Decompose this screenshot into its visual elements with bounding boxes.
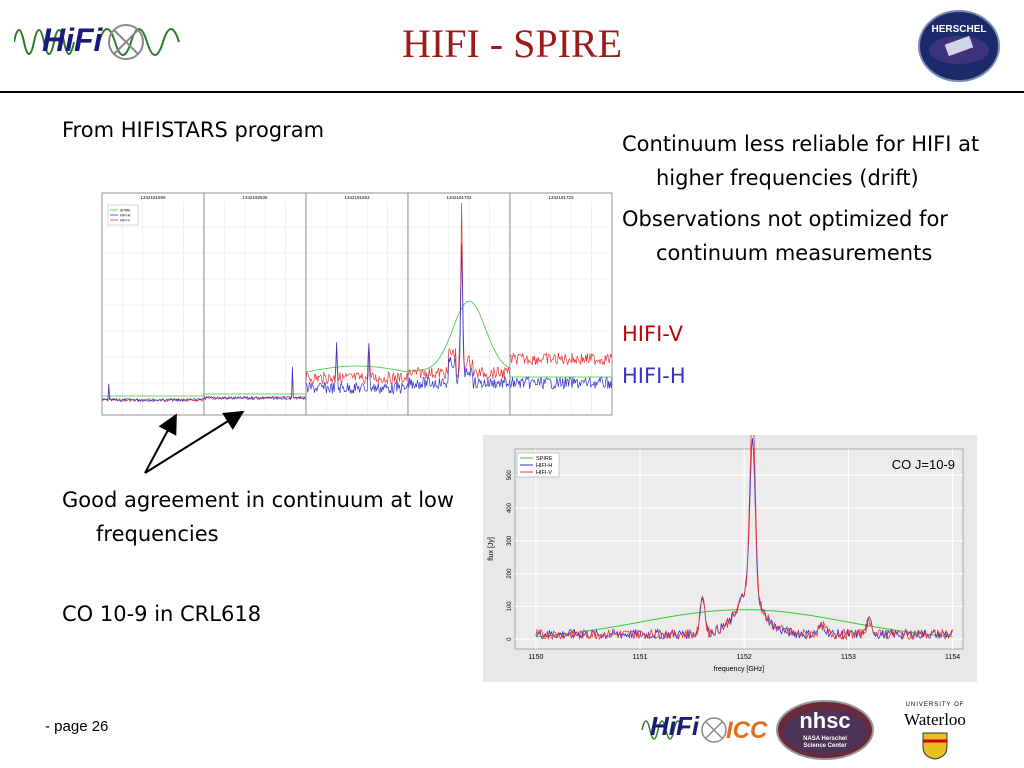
co-hifi-v-line: [535, 408, 953, 641]
header-divider: [0, 91, 1024, 93]
hifi-h-series-line: [204, 366, 307, 401]
co-x-tick: 1152: [737, 654, 752, 661]
hifi-v-label: HIFI-V: [622, 322, 683, 346]
co-spectrum-svg: SPIRE HIFI-H HIFI-V CO J=10-9 frequency …: [488, 408, 964, 673]
co-xlabel: frequency [GHz]: [714, 666, 765, 673]
co-x-tick: 1151: [632, 654, 647, 661]
co-y-tick: 300: [507, 535, 513, 546]
co-y-tick: 500: [507, 470, 513, 481]
spire-series-line: [305, 365, 409, 373]
co-legend-hifi-h: HIFI-H: [536, 463, 552, 469]
co-spectrum-chart: SPIRE HIFI-H HIFI-V CO J=10-9 frequency …: [483, 408, 977, 682]
spire-series-line: [408, 300, 511, 372]
panel-title: 1342191599: [140, 195, 166, 200]
co-y-tick: 100: [507, 601, 513, 612]
hifi-v-series-line: [509, 352, 613, 366]
panel-title: 1342192536: [242, 195, 268, 200]
hifi-v-series-line: [305, 341, 409, 385]
program-text: From HIFISTARS program: [62, 118, 325, 142]
co-y-tick: 400: [507, 502, 513, 513]
co-y-tick: 0: [507, 637, 513, 641]
nhsc-logo: nhsc NASA Herschel Science Center: [775, 700, 875, 760]
panel-title: 1342191723: [548, 195, 574, 200]
hifi-footer-text: HiFi: [650, 711, 700, 741]
herschel-logo-text: HERSCHEL: [931, 24, 986, 35]
co-spire-line: [535, 609, 953, 638]
page-number: - page 26: [45, 718, 109, 735]
spectra-panels-svg: 1342191599 1342192536 1342191653 1342191702…: [101, 192, 613, 416]
waterloo-top-text: UNIVERSITY OF: [905, 702, 965, 708]
continuum-point-2: Observations not optimized for continuum…: [622, 207, 948, 265]
page-title: HIFI - SPIRE: [401, 21, 623, 66]
panel-legend-label: SPIRE: [120, 209, 131, 213]
arrow-right: [144, 410, 245, 474]
co-chart-label: CO J=10-9: [892, 457, 955, 472]
co-legend-hifi-v: HIFI-V: [536, 470, 552, 476]
hifi-h-series-line: [509, 375, 613, 390]
panel-title: 1342191653: [344, 195, 370, 200]
continuum-point-1: Continuum less reliable for HIFI at high…: [622, 132, 980, 190]
arrows-graphic: [144, 410, 245, 474]
co-x-tick: 1153: [841, 654, 856, 661]
hifi-h-series-line: [407, 243, 511, 390]
waterloo-logo: UNIVERSITY OF Waterloo: [895, 700, 975, 762]
nhsc-subtext: NASA Herschel Science Center: [803, 736, 847, 749]
hifi-h-series-line: [305, 343, 409, 395]
co-x-tick: 1150: [528, 654, 543, 661]
icc-text: ICC: [726, 717, 768, 744]
arrow-left: [144, 413, 177, 474]
agreement-text: Good agreement in continuum at low frequ…: [62, 488, 455, 546]
hifi-v-series-line: [101, 385, 205, 403]
waterloo-text: Waterloo: [904, 710, 966, 729]
hifi-logo-header: HiFi: [13, 14, 194, 70]
herschel-logo: HERSCHEL: [918, 10, 1000, 82]
hifi-h-label: HIFI-H: [622, 364, 686, 388]
hifi-v-series-line: [407, 202, 511, 380]
spectra-panels-chart: 1342191599 1342192536 1342191653 1342191702…: [90, 185, 615, 430]
waterloo-shield-icon: [922, 732, 948, 760]
co-line-text: CO 10-9 in CRL618: [62, 602, 262, 626]
panel-legend-label: HIFI-V: [120, 219, 131, 223]
hifi-wave-icon: [13, 24, 180, 60]
co-ylabel: flux [Jy]: [488, 537, 495, 561]
hifi-h-series-line: [101, 383, 205, 403]
hifi-logo-text: HiFi: [42, 22, 103, 58]
hifi-icc-logo: HiFi ICC: [640, 705, 770, 755]
co-x-tick: 1154: [945, 654, 960, 661]
panel-title: 1342191702: [446, 195, 472, 200]
co-legend-spire: SPIRE: [536, 456, 553, 462]
panel-legend-label: HIFI-H: [120, 214, 131, 218]
co-y-tick: 200: [507, 568, 513, 579]
nhsc-text: nhsc: [799, 708, 851, 733]
